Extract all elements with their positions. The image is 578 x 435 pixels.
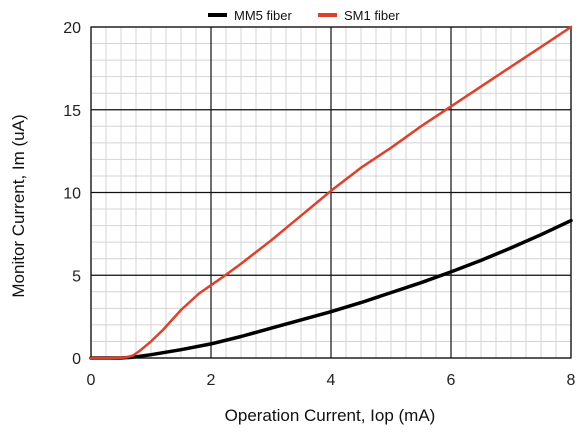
legend-label-mm5: MM5 fiber (234, 8, 292, 23)
x-axis-title: Operation Current, Iop (mA) (225, 406, 436, 425)
x-tick-label: 2 (207, 372, 216, 389)
y-tick-label: 0 (72, 351, 81, 368)
x-tick-label: 8 (567, 372, 576, 389)
legend-label-sm1: SM1 fiber (344, 8, 400, 23)
series-layer (89, 25, 573, 360)
plot-frame (90, 26, 572, 359)
x-tick-label: 0 (87, 372, 96, 389)
legend: MM5 fiber SM1 fiber (208, 8, 400, 23)
y-tick-label: 15 (63, 103, 81, 120)
legend-item-mm5: MM5 fiber (208, 8, 292, 23)
legend-item-sm1: SM1 fiber (318, 8, 400, 23)
y-tick-label: 5 (72, 268, 81, 285)
y-axis-title: Monitor Current, Im (uA) (9, 114, 28, 297)
x-tick-label: 6 (447, 372, 456, 389)
series-line-sm1 (89, 25, 573, 360)
y-tick-label: 10 (63, 186, 81, 203)
tick-labels: 0 2 4 6 8 0 5 10 15 20 (63, 20, 575, 389)
x-tick-label: 4 (327, 372, 336, 389)
y-tick-label: 20 (63, 20, 81, 37)
grid (90, 26, 572, 359)
series-line-mm5 (89, 218, 573, 360)
